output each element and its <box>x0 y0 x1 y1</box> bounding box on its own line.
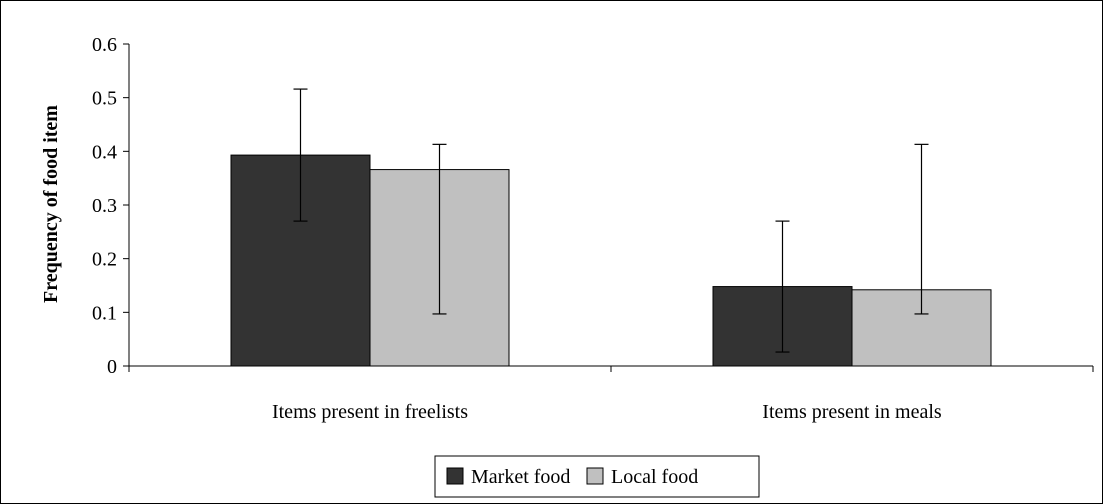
y-tick-label: 0.3 <box>92 195 117 217</box>
legend-label-local-food: Local food <box>611 466 698 488</box>
y-tick-label: 0.5 <box>92 88 117 110</box>
y-tick-label: 0.2 <box>92 249 117 271</box>
y-tick-label: 0 <box>107 356 117 378</box>
error-bars <box>293 88 929 353</box>
legend-swatch-local-food <box>586 467 604 485</box>
legend: Market food Local food <box>434 455 760 498</box>
bars <box>230 154 992 367</box>
error-bar-market-food-0 <box>293 88 308 222</box>
x-category-label: Items present in freelists <box>272 401 468 423</box>
error-bar-local-food-1 <box>914 143 929 315</box>
legend-swatch-market-food <box>446 467 464 485</box>
y-axis-title: Frequency of food item <box>40 105 62 303</box>
y-tick-label: 0.4 <box>92 141 117 163</box>
x-category-label: Items present in meals <box>762 401 942 423</box>
y-tick-label: 0.6 <box>92 34 117 56</box>
labels: 0 0.1 0.2 0.3 0.4 0.5 0.6 Items present in free… <box>92 34 942 423</box>
error-bar-local-food-0 <box>432 143 447 315</box>
y-tick-label: 0.1 <box>92 302 117 324</box>
legend-label-market-food: Market food <box>471 466 570 488</box>
error-bar-market-food-1 <box>775 220 790 353</box>
